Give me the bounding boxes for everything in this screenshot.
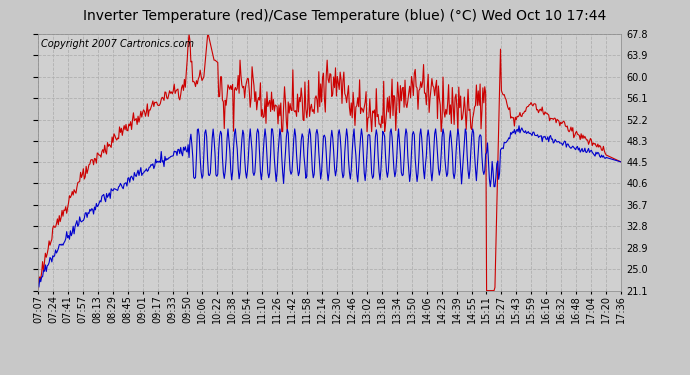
- Text: Copyright 2007 Cartronics.com: Copyright 2007 Cartronics.com: [41, 39, 194, 49]
- Text: Inverter Temperature (red)/Case Temperature (blue) (°C) Wed Oct 10 17:44: Inverter Temperature (red)/Case Temperat…: [83, 9, 607, 23]
